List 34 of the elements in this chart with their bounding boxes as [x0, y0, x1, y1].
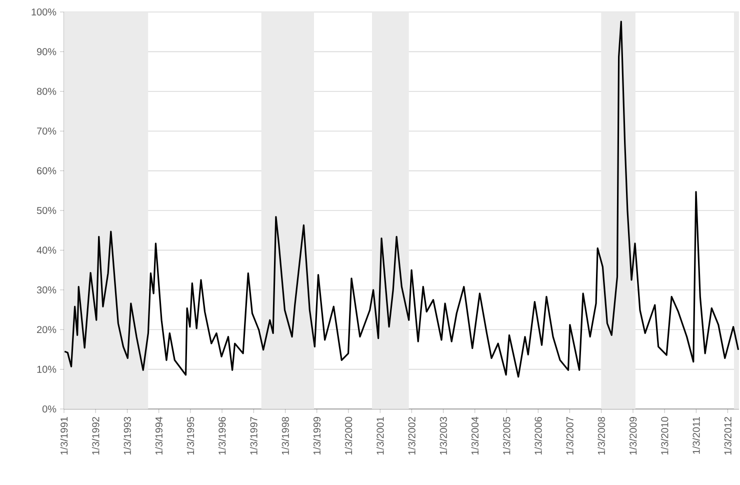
y-tick-label: 90% [37, 48, 56, 56]
line-series [64, 20, 740, 378]
y-tick-label: 30% [36, 286, 56, 294]
x-tick-label: 1/3/2007 [566, 417, 574, 455]
x-tick-label: 1/3/2004 [471, 416, 479, 455]
x-tick-label: 1/3/2005 [502, 416, 510, 455]
x-tick-label: 1/3/2012 [724, 417, 732, 455]
x-tick-label: 1/3/1996 [218, 416, 226, 455]
y-tick-label: 40% [36, 246, 56, 254]
y-tick-label: 60% [37, 167, 56, 174]
x-tick-label: 1/3/2011 [692, 417, 700, 454]
y-tick-label: 50% [36, 206, 56, 214]
x-tick-label: 1/3/2009 [629, 416, 637, 455]
x-tick-label: 1/3/2003 [440, 416, 447, 455]
y-tick-label: 0% [42, 405, 56, 413]
x-tick-label: 1/3/1991 [60, 417, 68, 455]
x-tick-label: 1/3/1998 [282, 416, 289, 455]
x-tick-label: 1/3/2008 [598, 416, 605, 455]
y-tick-label: 10% [37, 366, 56, 373]
x-tick-label: 1/3/1997 [250, 417, 258, 455]
x-tick-label: 1/3/2001 [376, 417, 384, 455]
y-tick-label: 70% [37, 128, 56, 135]
x-tick-label: 1/3/2000 [344, 416, 352, 455]
x-tick-label: 1/3/2006 [534, 416, 542, 455]
x-tick-label: 1/3/1994 [155, 416, 162, 455]
y-tick-label: 20% [37, 326, 56, 334]
x-tick-label: 1/3/1995 [186, 416, 194, 455]
y-tick-label: 100% [32, 8, 56, 16]
x-tick-label: 1/3/1993 [124, 416, 131, 455]
x-tick-label: 1/3/2010 [660, 416, 668, 455]
x-tick-label: 1/3/1999 [313, 416, 321, 455]
x-tick-label: 1/3/2002 [408, 417, 416, 455]
y-tick-label: 80% [36, 88, 56, 95]
x-tick-label: 1/3/1992 [92, 417, 100, 455]
